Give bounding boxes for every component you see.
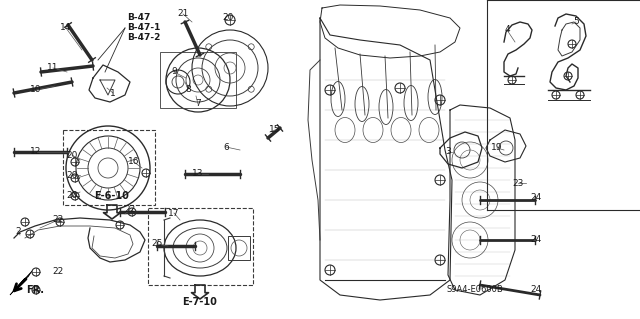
Text: S9A4-E0600B: S9A4-E0600B [447,286,504,294]
Text: 9: 9 [171,68,177,77]
Text: 15: 15 [269,125,281,135]
Text: 2: 2 [15,226,21,235]
Text: 13: 13 [192,169,204,179]
Text: 25: 25 [151,240,163,249]
Text: 22: 22 [52,216,63,225]
Text: B-47: B-47 [127,13,150,23]
Text: 8: 8 [185,85,191,93]
Bar [63,130,155,205]
Text: 14: 14 [60,24,72,33]
Text: 16: 16 [128,158,140,167]
Text: E-6-10: E-6-10 [95,191,129,201]
Text: 10: 10 [30,85,42,94]
Text: 20: 20 [67,170,77,180]
Text: 22: 22 [124,205,136,214]
Text: 20: 20 [67,151,77,160]
Text: B-47-1: B-47-1 [127,24,161,33]
Text: 22: 22 [52,268,63,277]
Text: 11: 11 [47,63,59,72]
Text: 23: 23 [512,179,524,188]
Text: 4: 4 [504,26,510,34]
Text: E-7-10: E-7-10 [182,297,218,307]
Text: 17: 17 [168,209,180,218]
Text: 1: 1 [110,88,116,98]
Text: FR.: FR. [26,285,44,295]
Text: 24: 24 [531,194,541,203]
Bar [228,236,250,260]
Text: 5: 5 [573,18,579,26]
Text: 7: 7 [195,100,201,108]
Text: 24: 24 [531,235,541,244]
Text: 20: 20 [67,191,77,201]
Text: 20: 20 [222,13,234,23]
Bar [148,208,253,285]
Text: 21: 21 [177,10,189,19]
Text: 24: 24 [531,286,541,294]
Text: 3: 3 [445,147,451,157]
Text: 19: 19 [492,144,503,152]
Text: 6: 6 [223,143,229,152]
Polygon shape [10,271,32,295]
Bar [160,52,236,108]
Text: B-47-2: B-47-2 [127,33,161,42]
Text: 12: 12 [30,147,42,157]
